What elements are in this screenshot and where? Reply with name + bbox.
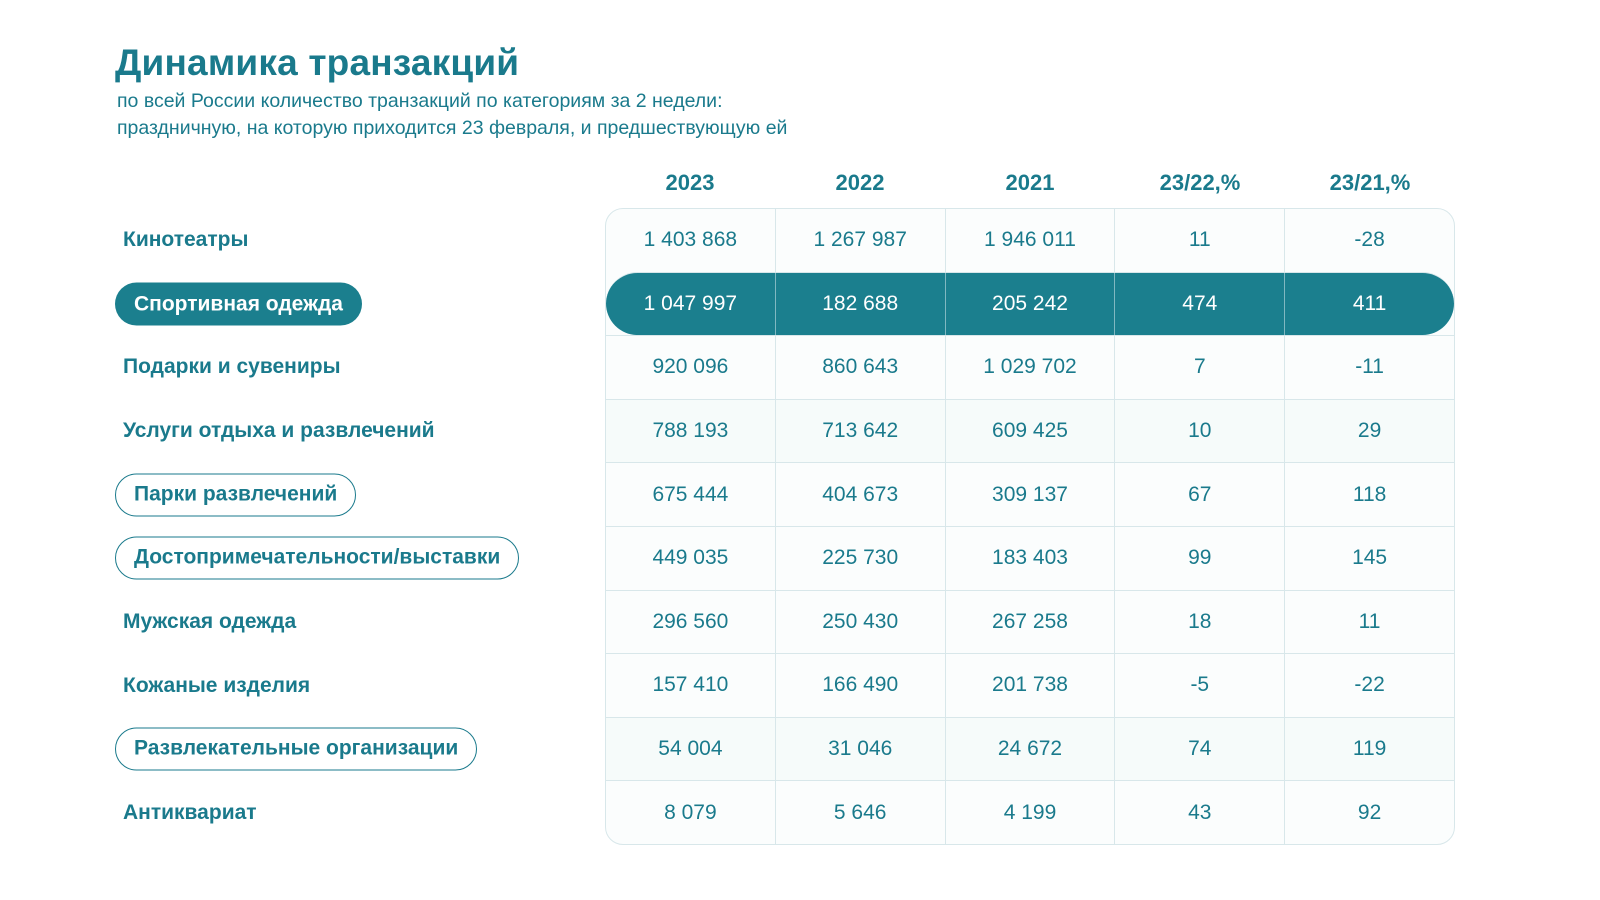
value-cell: 166 490 bbox=[774, 654, 945, 717]
column-header: 2022 bbox=[835, 170, 885, 195]
column-header: 2021 bbox=[1005, 170, 1055, 195]
category-chip[interactable]: Достопримечательности/выставки bbox=[115, 536, 520, 580]
table-row: 1 403 868 1 267 987 1 946 011 11 -28 bbox=[606, 209, 1454, 272]
table-row: 920 096 860 643 1 029 702 7 -11 bbox=[606, 335, 1454, 399]
category-label: Услуги отдыха и развлечений bbox=[123, 418, 435, 442]
value-cell: 31 046 bbox=[774, 717, 945, 781]
value-cell: -11 bbox=[1284, 336, 1454, 399]
value-cell: 1 047 997 bbox=[643, 291, 738, 315]
value-cell: 205 242 bbox=[944, 272, 1115, 336]
value-cell: 157 410 bbox=[652, 673, 729, 697]
table-row: 54 004 31 046 24 672 74 119 bbox=[606, 716, 1454, 781]
value-cell: 1 946 011 bbox=[944, 209, 1115, 272]
subtitle-line-1: по всей России количество транзакций по … bbox=[117, 90, 723, 112]
column-header: 23/21,% bbox=[1329, 170, 1411, 195]
value-cell: 5 646 bbox=[774, 781, 945, 844]
value-cell: 1 267 987 bbox=[774, 209, 945, 272]
table-row: 449 035 225 730 183 403 99 145 bbox=[606, 525, 1454, 590]
value-cell: 1 029 702 bbox=[944, 336, 1115, 399]
value-cell: 860 643 bbox=[774, 336, 945, 399]
value-cell: 54 004 bbox=[658, 737, 723, 761]
value-cell: 7 bbox=[1114, 336, 1284, 399]
table-row: 296 560 250 430 267 258 18 11 bbox=[606, 589, 1454, 654]
value-cell: 29 bbox=[1284, 399, 1454, 463]
value-cell: 118 bbox=[1284, 463, 1454, 526]
category-chip[interactable]: Развлекательные организации bbox=[115, 727, 478, 771]
category-label: Мужская одежда bbox=[123, 610, 297, 634]
table-row: 157 410 166 490 201 738 -5 -22 bbox=[606, 653, 1454, 717]
page-subtitle: по всей России количество транзакций по … bbox=[117, 88, 787, 142]
data-grid: 1 403 868 1 267 987 1 946 011 11 -28 1 047 99… bbox=[605, 208, 1455, 845]
table-row: 788 193 713 642 609 425 10 29 bbox=[606, 398, 1454, 463]
value-cell: 92 bbox=[1284, 781, 1454, 844]
value-cell: 201 738 bbox=[944, 654, 1115, 717]
value-cell: 267 258 bbox=[944, 590, 1115, 654]
value-cell: 183 403 bbox=[944, 526, 1115, 590]
category-label: Кинотеатры bbox=[123, 227, 249, 251]
value-cell: 474 bbox=[1114, 272, 1284, 336]
table-row: 675 444 404 673 309 137 67 118 bbox=[606, 462, 1454, 526]
category-label: Подарки и сувениры bbox=[123, 355, 341, 379]
page-title: Динамика транзакций bbox=[115, 42, 520, 83]
value-cell: 920 096 bbox=[652, 355, 729, 379]
column-header: 23/22,% bbox=[1159, 170, 1241, 195]
value-cell: 404 673 bbox=[774, 463, 945, 526]
value-cell: 675 444 bbox=[652, 482, 729, 506]
column-headers: 2023 2022 2021 23/22,% 23/21,% bbox=[605, 166, 1455, 200]
category-chip[interactable]: Парки развлечений bbox=[115, 473, 357, 517]
value-cell: 1 403 868 bbox=[643, 228, 738, 252]
table-row-highlighted: 1 047 997 182 688 205 242 474 411 bbox=[606, 271, 1454, 336]
category-chip[interactable]: Спортивная одежда bbox=[115, 282, 362, 326]
value-cell: 74 bbox=[1114, 717, 1284, 781]
value-cell: 43 bbox=[1114, 781, 1284, 844]
subtitle-line-2: праздничную, на которую приходится 23 фе… bbox=[117, 117, 788, 139]
value-cell: 182 688 bbox=[774, 272, 945, 336]
table-row: 8 079 5 646 4 199 43 92 bbox=[606, 780, 1454, 844]
value-cell: 24 672 bbox=[944, 717, 1115, 781]
value-cell: 250 430 bbox=[774, 590, 945, 654]
value-cell: 296 560 bbox=[652, 609, 729, 633]
value-cell: 67 bbox=[1114, 463, 1284, 526]
value-cell: 145 bbox=[1284, 526, 1454, 590]
value-cell: 18 bbox=[1114, 590, 1284, 654]
value-cell: 225 730 bbox=[774, 526, 945, 590]
value-cell: 4 199 bbox=[944, 781, 1115, 844]
value-cell: -28 bbox=[1284, 209, 1454, 272]
value-cell: 449 035 bbox=[652, 546, 729, 570]
value-cell: 119 bbox=[1284, 717, 1454, 781]
value-cell: -5 bbox=[1114, 654, 1284, 717]
value-cell: 99 bbox=[1114, 526, 1284, 590]
value-cell: 10 bbox=[1114, 399, 1284, 463]
value-cell: 309 137 bbox=[944, 463, 1115, 526]
category-label: Антиквариат bbox=[123, 801, 257, 825]
column-header: 2023 bbox=[665, 170, 715, 195]
value-cell: 11 bbox=[1114, 209, 1284, 272]
value-cell: 609 425 bbox=[944, 399, 1115, 463]
value-cell: -22 bbox=[1284, 654, 1454, 717]
value-cell: 713 642 bbox=[774, 399, 945, 463]
category-label: Кожаные изделия bbox=[123, 673, 311, 697]
value-cell: 8 079 bbox=[664, 800, 717, 824]
value-cell: 411 bbox=[1284, 272, 1454, 336]
value-cell: 788 193 bbox=[652, 419, 729, 443]
value-cell: 11 bbox=[1284, 590, 1454, 654]
